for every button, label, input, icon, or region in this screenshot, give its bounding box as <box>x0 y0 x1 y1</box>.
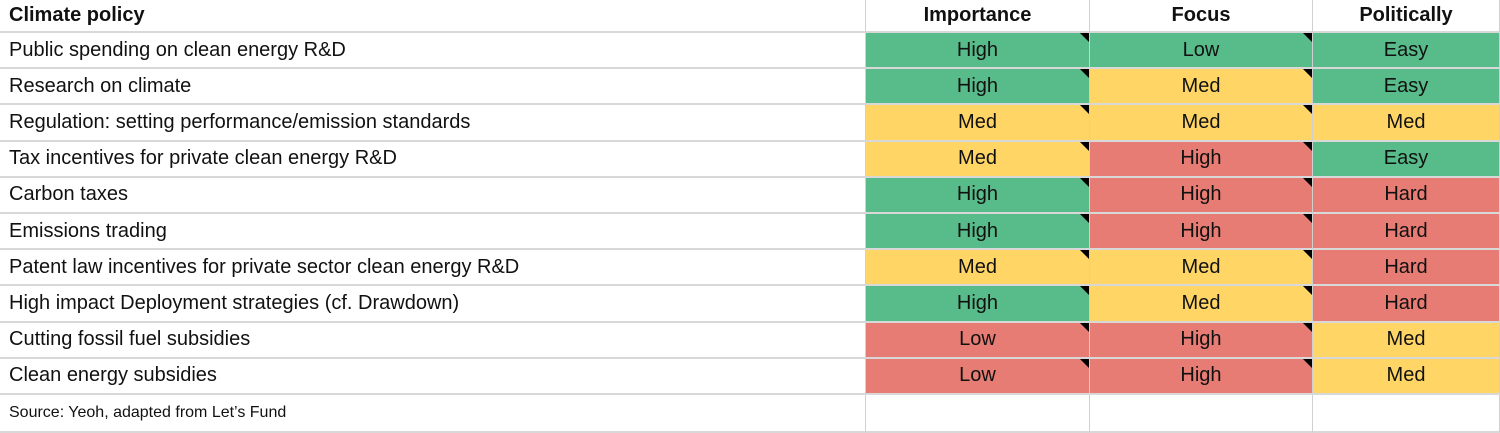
header-cell: Politically <box>1313 0 1500 33</box>
rating-cell: Med <box>1313 322 1500 359</box>
rating-cell: Hard <box>1313 214 1500 251</box>
rating-cell: Med <box>866 250 1090 287</box>
rating-cell: High <box>1090 177 1313 214</box>
rating-cell: Hard <box>1313 250 1500 287</box>
policy-cell: Emissions trading <box>0 214 866 251</box>
empty-cell <box>1090 395 1313 433</box>
policy-cell: Cutting fossil fuel subsidies <box>0 322 866 359</box>
policy-cell: Research on climate <box>0 69 866 106</box>
policy-cell: Tax incentives for private clean energy … <box>0 141 866 178</box>
rating-cell: Easy <box>1313 69 1500 106</box>
rating-cell: Low <box>866 322 1090 359</box>
source-cell: Source: Yeoh, adapted from Let’s Fund <box>0 395 866 433</box>
rating-cell: Med <box>866 141 1090 178</box>
rating-cell: Med <box>866 105 1090 142</box>
rating-cell: High <box>866 177 1090 214</box>
rating-cell: Med <box>1313 358 1500 395</box>
header-cell: Focus <box>1090 0 1313 33</box>
header-cell: Importance <box>866 0 1090 33</box>
rating-cell: Med <box>1090 250 1313 287</box>
policy-cell: Clean energy subsidies <box>0 358 866 395</box>
rating-cell: High <box>866 33 1090 70</box>
rating-cell: Med <box>1090 69 1313 106</box>
policy-cell: Carbon taxes <box>0 177 866 214</box>
policy-cell: Regulation: setting performance/emission… <box>0 105 866 142</box>
rating-cell: Easy <box>1313 33 1500 70</box>
rating-cell: High <box>866 214 1090 251</box>
rating-cell: High <box>1090 214 1313 251</box>
policy-cell: Patent law incentives for private sector… <box>0 250 866 287</box>
rating-cell: High <box>1090 322 1313 359</box>
rating-cell: Easy <box>1313 141 1500 178</box>
rating-cell: Hard <box>1313 177 1500 214</box>
empty-cell <box>1313 395 1500 433</box>
rating-cell: Low <box>866 358 1090 395</box>
rating-cell: Hard <box>1313 286 1500 323</box>
rating-cell: High <box>1090 141 1313 178</box>
empty-cell <box>866 395 1090 433</box>
policy-cell: High impact Deployment strategies (cf. D… <box>0 286 866 323</box>
policy-cell: Public spending on clean energy R&D <box>0 33 866 70</box>
rating-cell: High <box>1090 358 1313 395</box>
header-cell: Climate policy <box>0 0 866 33</box>
rating-cell: Low <box>1090 33 1313 70</box>
rating-cell: High <box>866 286 1090 323</box>
rating-cell: Med <box>1090 105 1313 142</box>
rating-cell: High <box>866 69 1090 106</box>
rating-cell: Med <box>1313 105 1500 142</box>
rating-cell: Med <box>1090 286 1313 323</box>
